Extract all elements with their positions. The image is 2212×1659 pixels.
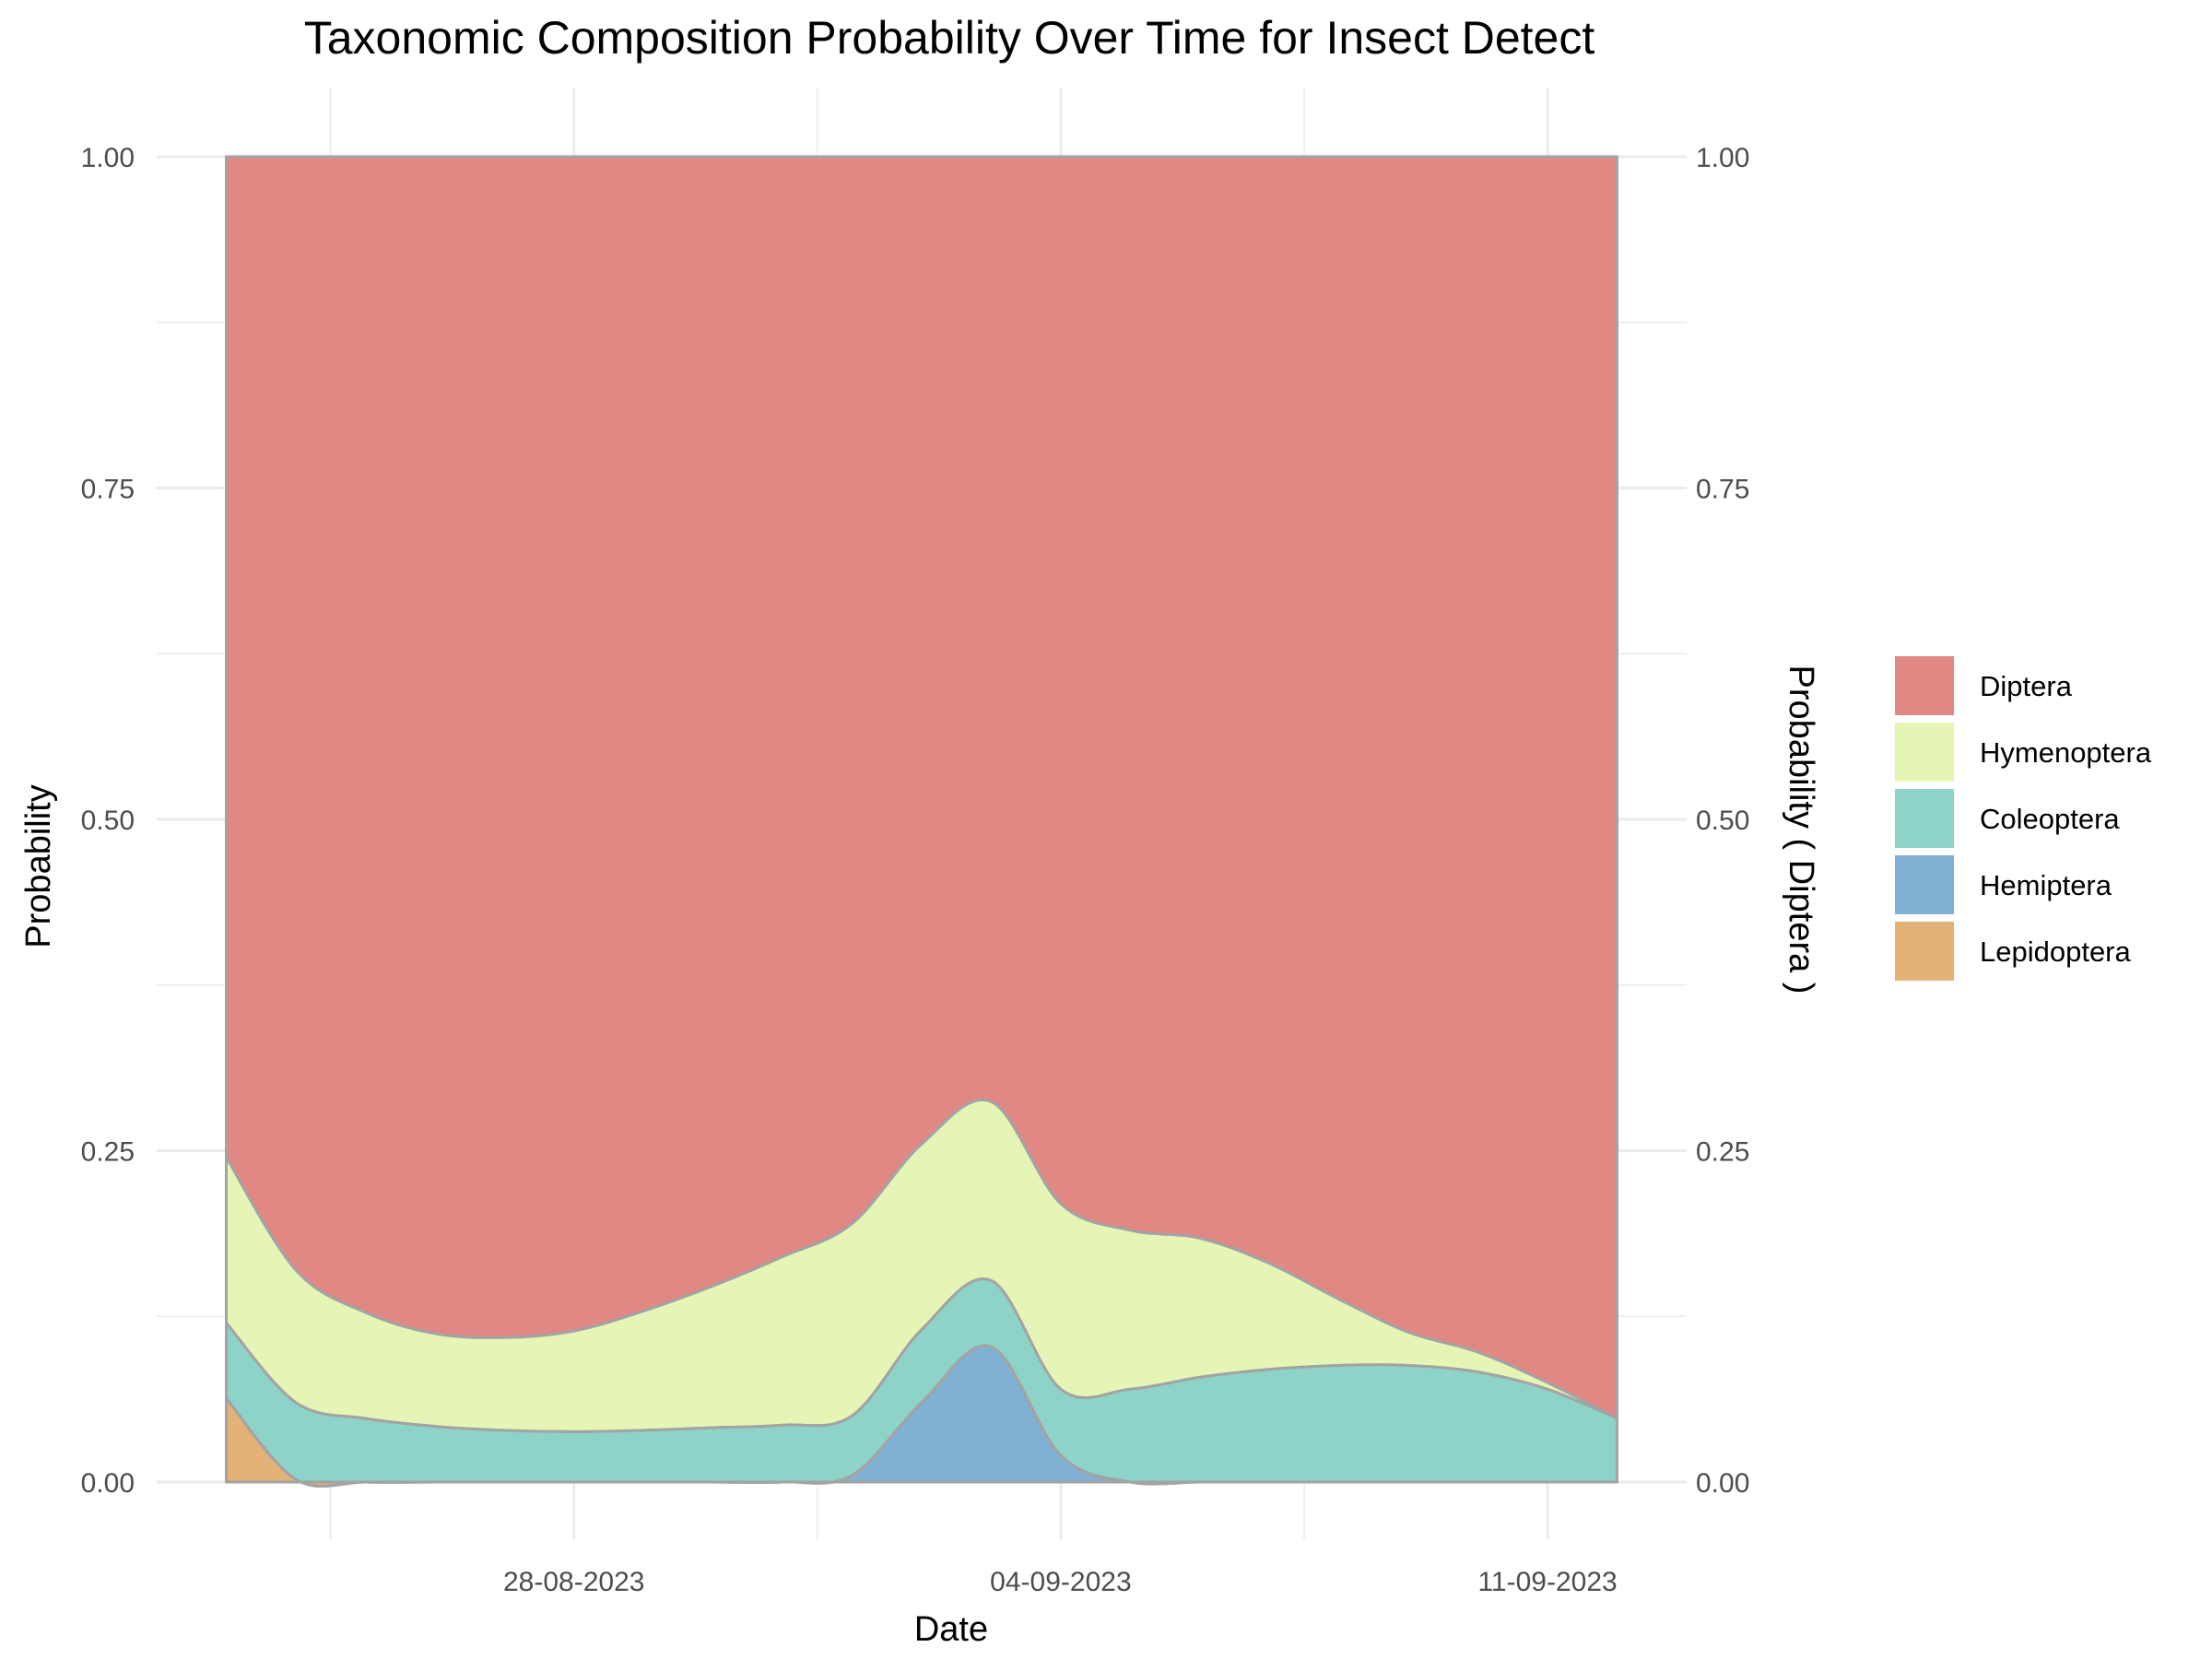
y-right-tick-label: 0.50 <box>1696 806 1749 836</box>
y-axis-title: Probability <box>19 784 58 947</box>
x-axis-title: Date <box>914 1610 988 1649</box>
legend-swatch-coleoptera <box>1895 789 1954 848</box>
x-tick-label: 04-09-2023 <box>990 1567 1131 1597</box>
y-tick-label: 0.75 <box>81 475 135 505</box>
legend-label-lepidoptera: Lepidoptera <box>1980 935 2132 968</box>
y-right-tick-label: 0.00 <box>1696 1468 1749 1499</box>
y-axis-right-title: Probability ( Diptera ) <box>1782 665 1820 994</box>
x-tick-label: 11-09-2023 <box>1477 1567 1617 1597</box>
legend-swatch-lepidoptera <box>1895 922 1954 981</box>
y-tick-label: 0.00 <box>81 1468 135 1499</box>
y-right-tick-label: 0.25 <box>1696 1137 1749 1168</box>
y-axis-right: 1.00 0.75 0.50 0.25 0.00 <box>1696 143 1749 1499</box>
legend-swatch-hemiptera <box>1895 855 1954 914</box>
y-tick-label: 0.25 <box>81 1137 135 1168</box>
x-tick-label: 28-08-2023 <box>503 1567 644 1597</box>
chart-title: Taxonomic Composition Probability Over T… <box>304 12 1595 64</box>
y-tick-label: 0.50 <box>81 806 135 836</box>
legend-swatch-hymenoptera <box>1895 723 1954 782</box>
y-axis-left: 0.00 0.25 0.50 0.75 1.00 <box>81 143 135 1499</box>
y-tick-label: 1.00 <box>81 143 135 173</box>
stacked-areas <box>225 155 1618 1488</box>
legend-label-hymenoptera: Hymenoptera <box>1980 736 2152 769</box>
legend-label-diptera: Diptera <box>1980 670 2073 702</box>
area-lepidoptera <box>225 1396 1618 1488</box>
y-right-tick-label: 0.75 <box>1696 475 1749 505</box>
legend-label-coleoptera: Coleoptera <box>1980 803 2120 835</box>
legend-swatch-diptera <box>1895 656 1954 715</box>
legend: Diptera Hymenoptera Coleoptera Hemiptera Lep… <box>1895 656 2152 981</box>
y-right-tick-label: 1.00 <box>1696 143 1749 173</box>
x-axis: 28-08-2023 04-09-2023 11-09-2023 <box>503 1567 1618 1597</box>
legend-label-hemiptera: Hemiptera <box>1980 869 2112 901</box>
